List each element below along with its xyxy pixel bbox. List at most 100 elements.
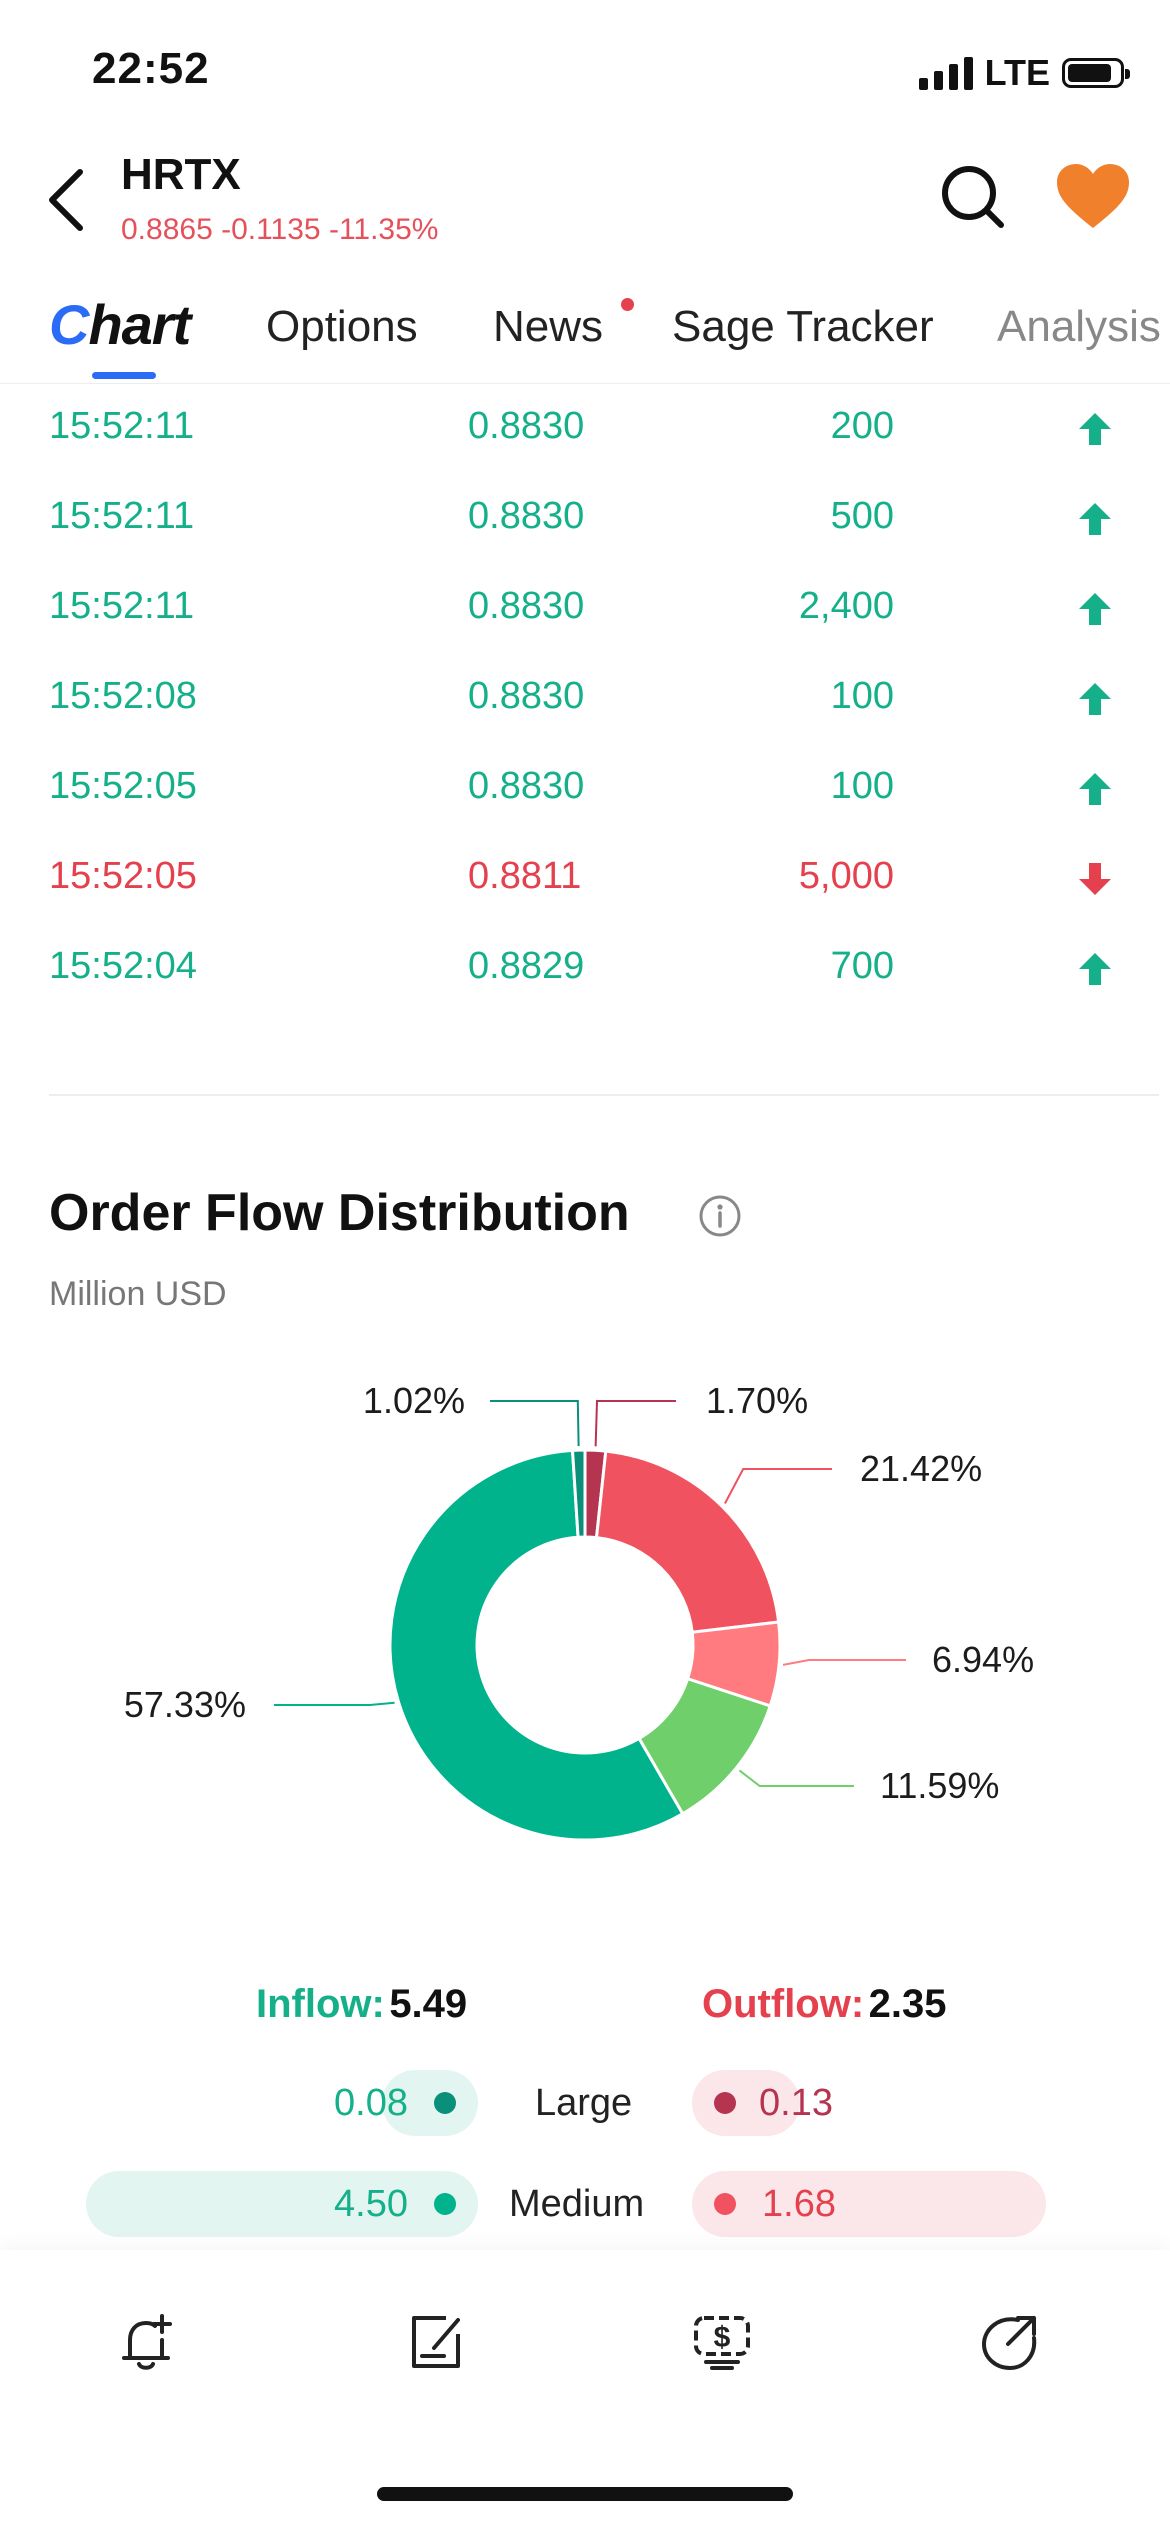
info-icon[interactable] xyxy=(698,1194,742,1238)
pie-leader-line xyxy=(724,1468,832,1504)
tab-sage-tracker[interactable]: Sage Tracker xyxy=(672,302,934,351)
trade-volume: 2,400 xyxy=(798,585,894,627)
heart-icon[interactable] xyxy=(1055,162,1131,232)
pie-slice xyxy=(594,1449,781,1634)
outflow-summary: Outflow: 2.35 xyxy=(702,1982,946,2027)
pie-label: 1.02% xyxy=(363,1380,465,1421)
medium-inflow-value: 4.50 xyxy=(334,2183,408,2225)
outflow-label: Outflow: xyxy=(702,1982,865,2026)
ticker-symbol: HRTX xyxy=(121,150,241,199)
inflow-value: 5.49 xyxy=(389,1982,468,2026)
trade-volume: 100 xyxy=(830,765,894,807)
pie-slice xyxy=(388,1448,685,1842)
tab-analysis[interactable]: Analysis xyxy=(997,302,1161,351)
tab-chart[interactable]: Chart xyxy=(49,293,191,356)
trade-time: 15:52:08 xyxy=(49,675,197,717)
pie-label: 1.70% xyxy=(706,1380,808,1421)
trade-row: 15:52:08 0.8830 100 xyxy=(0,653,1170,743)
pie-label: 21.42% xyxy=(860,1448,982,1489)
signal-icon xyxy=(918,56,973,90)
active-tab-indicator xyxy=(92,372,156,379)
pie-leader-line xyxy=(782,1659,906,1666)
pie-label: 11.59% xyxy=(880,1765,999,1806)
arrow-up-icon xyxy=(1079,683,1111,715)
trade-price: 0.8829 xyxy=(468,945,585,987)
tab-options[interactable]: Options xyxy=(266,302,418,351)
trade-volume: 500 xyxy=(830,495,894,537)
arrow-down-icon xyxy=(1079,863,1111,895)
pie-label: 57.33% xyxy=(124,1684,246,1725)
section-divider xyxy=(49,1094,1159,1096)
share-arrow-icon[interactable] xyxy=(978,2310,1042,2374)
arrow-up-icon xyxy=(1079,593,1111,625)
large-inflow-dot xyxy=(434,2092,456,2114)
outflow-value: 2.35 xyxy=(868,1982,947,2026)
dollar-screen-icon[interactable]: $ xyxy=(690,2310,754,2374)
trade-price: 0.8830 xyxy=(468,405,585,447)
large-label: Large xyxy=(535,2082,633,2124)
arrow-up-icon xyxy=(1079,773,1111,805)
trade-price: 0.8830 xyxy=(468,495,585,537)
trade-time: 15:52:11 xyxy=(49,585,195,627)
news-unread-dot xyxy=(621,298,634,311)
tab-divider xyxy=(0,383,1170,384)
pie-leader-line xyxy=(490,1400,580,1447)
medium-label: Medium xyxy=(509,2183,645,2225)
medium-outflow-value: 1.68 xyxy=(762,2183,836,2225)
trade-row: 15:52:05 0.8811 5,000 xyxy=(0,833,1170,923)
trade-volume: 200 xyxy=(830,405,894,447)
search-icon[interactable] xyxy=(938,162,1008,232)
trade-volume: 5,000 xyxy=(798,855,894,897)
inflow-summary: Inflow: 5.49 xyxy=(256,1982,467,2027)
trade-volume: 700 xyxy=(830,945,894,987)
status-indicators: LTE xyxy=(918,52,1130,94)
trade-row: 15:52:11 0.8830 500 xyxy=(0,473,1170,563)
trade-time: 15:52:05 xyxy=(49,765,197,807)
pie-slice xyxy=(570,1448,587,1539)
network-label: LTE xyxy=(984,52,1050,93)
large-inflow-value: 0.08 xyxy=(334,2082,408,2124)
large-outflow-bar xyxy=(692,2070,800,2136)
order-flow-donut-chart: 1.70% 21.42% 6.94% 11.59% 57.33% 1.02% xyxy=(124,1380,1034,1842)
status-time: 22:52 xyxy=(92,44,210,93)
unit-label: Million USD xyxy=(49,1275,227,1313)
pie-leader-line xyxy=(594,1400,676,1447)
medium-outflow-dot xyxy=(714,2193,736,2215)
trade-time: 15:52:11 xyxy=(49,495,195,537)
section-title: Order Flow Distribution xyxy=(49,1184,630,1242)
trade-row: 15:52:11 0.8830 200 xyxy=(0,383,1170,473)
bottom-toolbar xyxy=(0,2250,1170,2532)
trade-price: 0.8830 xyxy=(468,585,585,627)
large-outflow-value: 0.13 xyxy=(759,2082,833,2124)
arrow-up-icon xyxy=(1079,953,1111,985)
medium-inflow-dot xyxy=(434,2193,456,2215)
trade-time: 15:52:11 xyxy=(49,405,195,447)
bell-plus-icon[interactable] xyxy=(114,2310,178,2374)
tab-bar: Chart Options News Sage Tracker Analysis xyxy=(0,292,1170,382)
arrow-up-icon xyxy=(1079,413,1111,445)
medium-outflow-bar xyxy=(692,2171,1046,2237)
tab-news[interactable]: News xyxy=(493,302,604,351)
inflow-label: Inflow: xyxy=(256,1982,385,2026)
trade-row: 15:52:05 0.8830 100 xyxy=(0,743,1170,833)
trade-price: 0.8830 xyxy=(468,765,585,807)
trade-row: 15:52:04 0.8829 700 xyxy=(0,923,1170,1013)
pie-leader-line xyxy=(274,1701,395,1706)
svg-text:$: $ xyxy=(714,2321,731,2354)
trade-price: 0.8830 xyxy=(468,675,585,717)
home-indicator[interactable] xyxy=(377,2487,793,2501)
pie-label: 6.94% xyxy=(932,1639,1034,1680)
large-inflow-bar xyxy=(382,2070,478,2136)
trade-row: 15:52:11 0.8830 2,400 xyxy=(0,563,1170,653)
pie-leader-line xyxy=(738,1769,854,1787)
trade-price: 0.8811 xyxy=(468,855,582,897)
arrow-up-icon xyxy=(1079,503,1111,535)
trade-volume: 100 xyxy=(830,675,894,717)
trade-time: 15:52:04 xyxy=(49,945,197,987)
back-arrow-icon[interactable] xyxy=(40,160,100,240)
ticker-quote: 0.8865 -0.1135 -11.35% xyxy=(121,213,439,246)
edit-note-icon[interactable] xyxy=(404,2310,468,2374)
large-outflow-dot xyxy=(714,2092,736,2114)
trade-time: 15:52:05 xyxy=(49,855,197,897)
battery-icon xyxy=(1062,58,1130,88)
